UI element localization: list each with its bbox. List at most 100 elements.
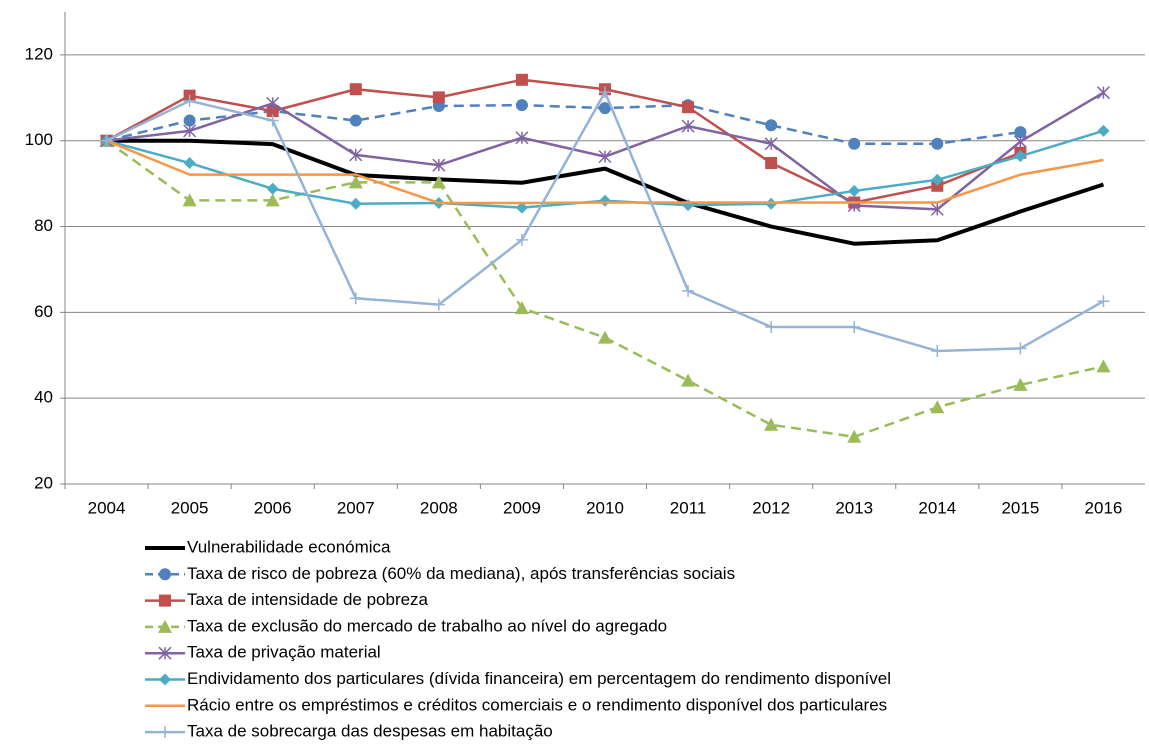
x-tick-label: 2011 [670,498,707,517]
x-tick-label: 2013 [835,498,873,517]
marker [1096,359,1111,373]
marker [515,73,528,86]
marker [599,86,611,99]
marker [1014,126,1027,139]
legend-label: Taxa de privação material [187,643,381,662]
marker [266,182,279,195]
legend-item: Taxa de exclusão do mercado de trabalho … [145,616,667,635]
marker [931,173,944,186]
x-tick-label: 2010 [586,498,624,517]
marker [1097,295,1110,308]
x-tick-label: 2015 [1001,498,1039,517]
marker [183,114,196,127]
marker [765,197,778,210]
legend-marker [159,673,171,686]
marker [1013,135,1027,149]
marker [599,102,611,115]
marker [432,158,446,172]
x-tick-label: 2008 [420,498,458,517]
marker [515,233,528,246]
marker [349,292,362,305]
series-line [106,138,1105,246]
legend-marker [159,568,171,581]
legend-label: Taxa de exclusão do mercado de trabalho … [187,616,667,635]
series-line [106,139,1104,205]
legend-item: Taxa de risco de pobreza (60% da mediana… [145,564,735,583]
marker [515,99,528,112]
marker [266,114,279,127]
legend-marker [159,594,171,607]
legend-item: Taxa de sobrecarga das despesas em habit… [145,722,553,741]
marker [515,131,529,145]
x-tick-label: 2016 [1085,498,1123,517]
marker [265,193,280,207]
legend-label: Taxa de risco de pobreza (60% da mediana… [187,564,735,583]
legend-item: Endividamento dos particulares (dívida f… [145,669,891,688]
marker [1014,150,1027,163]
marker [931,137,944,150]
x-tick-label: 2009 [503,498,541,517]
series-line [106,103,1021,145]
x-tick-label: 2004 [88,498,126,517]
marker [349,148,363,162]
legend-marker [158,646,172,660]
x-tick-label: 2006 [254,498,292,517]
marker [349,114,362,127]
x-tick-label: 2014 [918,498,956,517]
marker [349,197,362,210]
marker [681,119,695,133]
marker [183,124,197,138]
y-tick-label: 80 [34,216,53,235]
y-tick-label: 40 [34,388,53,407]
marker [682,101,695,114]
marker [764,137,778,151]
series-line [105,139,1104,439]
legend-label: Endividamento dos particulares (dívida f… [187,669,891,688]
legend-item: Taxa de privação material [145,643,381,662]
marker [514,301,529,315]
marker [182,193,197,207]
marker [1014,342,1027,355]
legend-marker [158,619,172,633]
x-tick-label: 2005 [171,498,209,517]
y-tick-label: 20 [34,473,53,492]
legend-label: Vulnerabilidade económica [187,537,391,556]
marker [931,344,944,357]
legend-item: Taxa de intensidade de pobreza [145,590,429,609]
y-tick-label: 100 [25,130,53,149]
marker [931,179,944,192]
marker [930,202,944,216]
legend-marker [159,726,171,739]
y-tick-label: 60 [34,302,53,321]
marker [1097,124,1110,137]
marker [515,201,528,214]
marker [598,150,612,164]
marker [930,400,945,414]
marker [266,105,279,118]
x-tick-label: 2012 [752,498,790,517]
legend-item: Rácio entre os empréstimos e créditos co… [145,695,887,714]
marker [266,96,280,110]
marker [847,429,862,443]
x-tick-label: 2007 [337,498,375,517]
marker [765,320,778,333]
marker [848,184,861,197]
marker [349,83,362,96]
legend-label: Taxa de sobrecarga das despesas em habit… [187,722,553,741]
legend-label: Taxa de intensidade de pobreza [187,590,429,609]
marker [682,284,695,297]
marker [100,134,113,147]
marker [1096,86,1110,100]
legend-label: Rácio entre os empréstimos e créditos co… [187,695,887,714]
marker [348,175,363,189]
marker [681,373,696,387]
marker [432,91,445,104]
legend-item: Vulnerabilidade económica [145,537,391,556]
marker [183,94,196,107]
marker [599,194,611,207]
marker [848,320,861,333]
marker [598,330,612,344]
marker [764,417,779,431]
marker [1013,377,1028,391]
